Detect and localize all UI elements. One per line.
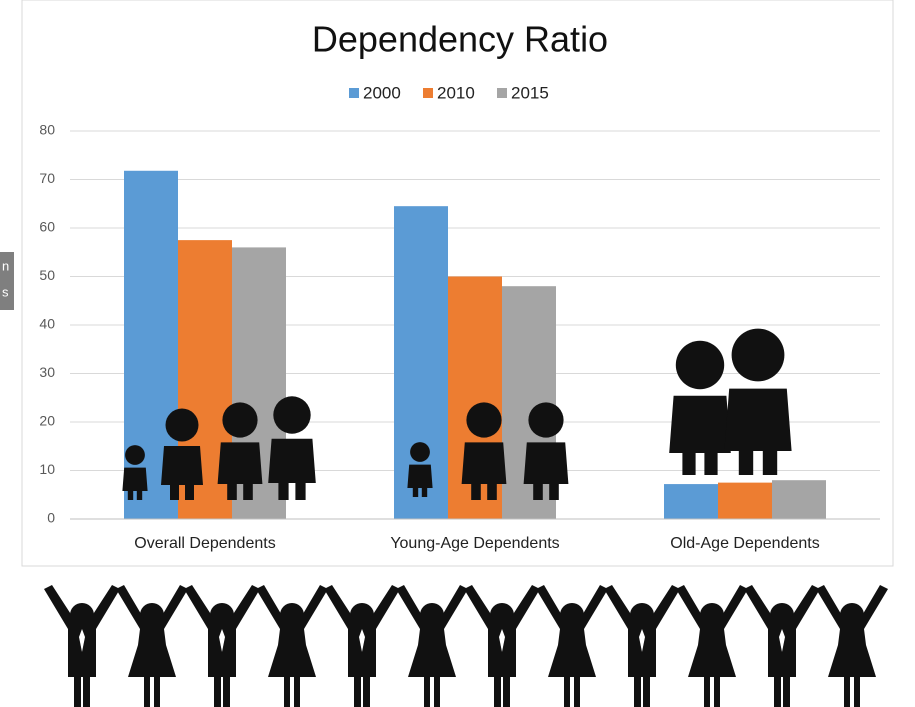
y-tick-label: 10 [39, 461, 55, 477]
legend-swatch [497, 88, 507, 98]
bar [718, 482, 772, 519]
side-fragment: n [2, 258, 9, 273]
legend-label: 2010 [437, 83, 475, 102]
bar [664, 484, 718, 519]
legend-swatch [349, 88, 359, 98]
y-tick-label: 80 [39, 122, 55, 138]
y-tick-label: 50 [39, 267, 55, 283]
y-tick-label: 60 [39, 219, 55, 235]
bar [772, 480, 826, 519]
x-tick-label: Overall Dependents [134, 535, 275, 552]
legend-label: 2000 [363, 83, 401, 102]
legend-swatch [423, 88, 433, 98]
legend-label: 2015 [511, 83, 549, 102]
side-fragment: s [2, 284, 9, 299]
x-tick-label: Young-Age Dependents [390, 535, 559, 552]
side-tab [0, 252, 14, 310]
y-tick-label: 30 [39, 364, 55, 380]
y-tick-label: 20 [39, 413, 55, 429]
y-tick-label: 70 [39, 170, 55, 186]
y-tick-label: 40 [39, 316, 55, 332]
x-tick-label: Old-Age Dependents [670, 535, 819, 552]
chart-title: Dependency Ratio [312, 19, 608, 60]
supporting-people [44, 585, 888, 707]
y-tick-label: 0 [47, 510, 55, 526]
